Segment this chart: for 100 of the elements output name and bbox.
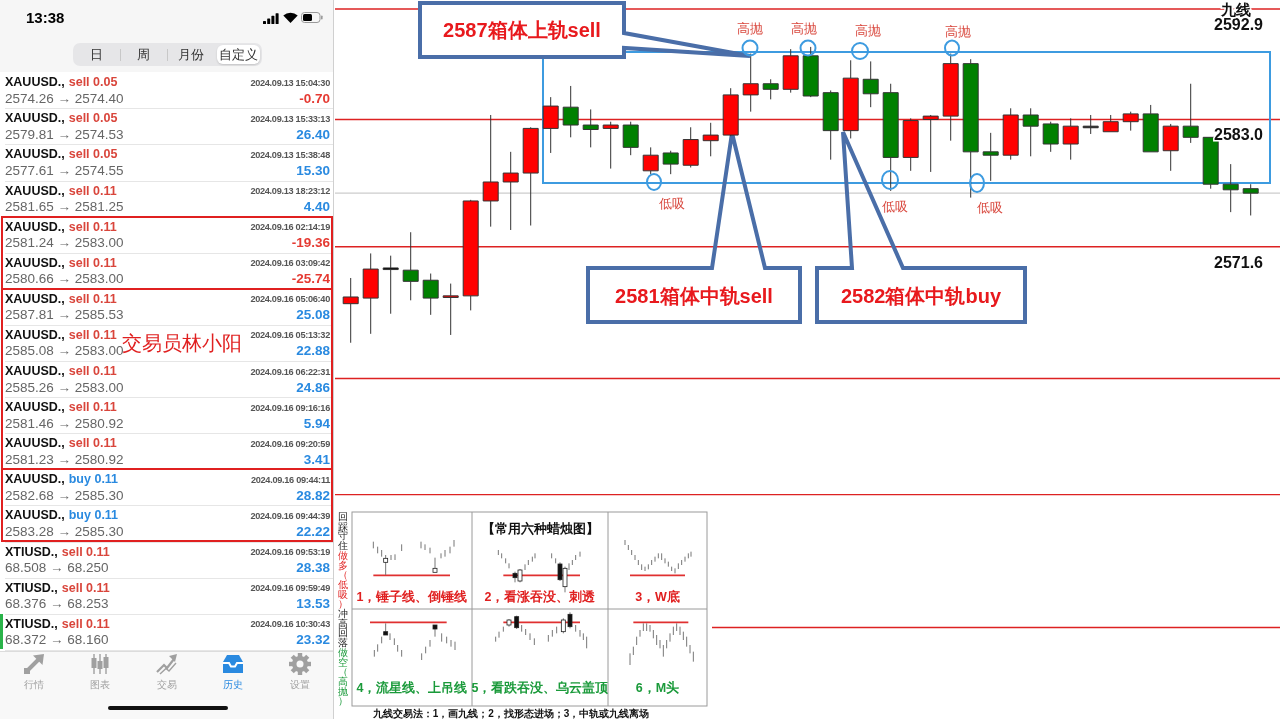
text: 13:38 [26,9,65,27]
text: 24.86 [296,379,330,396]
candlestick [542,96,559,154]
text: 2024.09.13 15:33:13 [250,113,330,125]
text: 23.32 [296,632,330,648]
candlestick [702,122,719,157]
text: 3.41 [303,451,330,468]
annotation: 高抛 [855,23,881,38]
text: sell 0.11 [68,436,117,451]
text: 2580.66 → 2583.00 [5,271,124,287]
candlestick [442,283,459,336]
text: 5.94 [303,415,330,432]
candlestick [402,231,419,301]
text: 【常用六种蜡烛图】 [481,520,599,536]
text: sell 0.05 [68,111,118,126]
text: 交易员林小阳 [122,331,242,354]
text: XAUUSD., [5,147,65,162]
text: 2581.24 → 2583.00 [5,235,124,251]
candlestick [862,60,879,108]
text: 2024.09.16 03:09:42 [250,257,330,269]
text: 4.40 [303,199,330,215]
candlestick [582,108,599,148]
text: -0.70 [299,90,330,107]
candlestick [482,114,499,228]
candlestick [1162,123,1179,172]
candlestick [722,87,739,137]
candlestick [842,59,859,139]
text: XAUUSD., [5,363,65,379]
candlestick [422,273,439,316]
text: 2024.09.16 06:22:31 [250,366,330,377]
candlestick [962,58,979,199]
text: XTIUSD., [5,580,58,595]
text: 设置 [290,678,310,691]
annotation: 2582箱体中轨buy [840,285,1002,307]
text: 2024.09.16 05:13:32 [250,330,330,341]
text: 68.372 → 68.160 [5,632,109,648]
candlestick [802,46,819,98]
text: 2024.09.13 18:23:12 [250,185,330,197]
text: sell 0.11 [61,580,110,595]
text: sell 0.11 [68,399,117,415]
candlestick [1062,117,1079,161]
annotation: 1，锤子线、倒锤线 [356,590,468,605]
text: XAUUSD., [5,219,65,234]
text: sell 0.11 [68,291,117,306]
candlestick [1182,83,1199,144]
candlestick [1242,183,1259,216]
text: XAUUSD., [5,255,65,270]
annotation: 高抛 [945,24,971,39]
text: 26.40 [296,127,330,143]
text: 28.82 [296,488,330,504]
text: 28.38 [296,560,330,576]
text: sell 0.05 [68,75,118,90]
text: 2582.68 → 2585.30 [5,488,124,504]
text: 日 [89,47,103,63]
candlestick [362,252,379,335]
text: sell 0.11 [68,219,117,234]
text: 月份 [178,47,204,63]
text: XAUUSD., [5,399,65,415]
text: 68.376 → 68.253 [5,596,109,612]
annotation: 4，流星线、上吊线 [356,680,468,696]
candlestick [1022,107,1039,157]
candlestick [602,121,619,170]
text: 68.508 → 68.250 [5,560,109,576]
annotation: 冲高回落 [338,608,348,649]
text: 2024.09.16 09:16:16 [250,402,330,413]
text: -25.74 [291,271,330,287]
text: XAUUSD., [5,291,65,306]
text: 2024.09.16 09:44:11 [250,474,330,486]
candlestick [682,126,699,168]
annotation: 6，M头 [635,681,680,696]
candlestick [822,89,839,161]
text: sell 0.05 [68,147,118,162]
annotation: 回踩守住 [338,511,348,552]
text: 2581.65 → 2581.25 [5,199,124,215]
text: XAUUSD., [5,508,65,523]
text: 2024.09.16 10:30:43 [250,618,330,630]
text: XAUUSD., [5,472,65,487]
text: 2024.09.16 05:06:40 [250,294,330,305]
text: sell 0.11 [68,363,117,379]
candlestick [1122,111,1139,132]
text: 2024.09.13 15:04:30 [250,77,330,88]
annotation: 3，W底 [635,589,680,605]
candlestick [622,121,639,156]
text: 图表 [90,678,110,691]
candlestick [642,146,659,175]
annotation: 2587箱体上轨sell [443,19,601,41]
candlestick [342,277,359,344]
candlestick [982,132,999,182]
candlestick [782,48,799,94]
candlestick [502,151,519,231]
candlestick [1142,104,1159,153]
text: 2581.23 → 2580.92 [5,451,124,468]
candlestick [382,255,399,315]
text: 2587.81 → 2585.53 [5,307,124,324]
text: XAUUSD., [5,183,65,198]
ref-line-label: 2571.6 [1214,253,1264,271]
text: 13.53 [296,596,330,612]
annotation: 5，看跌吞没、乌云盖顶 [471,680,610,696]
text: 2585.26 → 2583.00 [5,379,124,396]
text: 2024.09.13 15:38:48 [250,149,330,161]
